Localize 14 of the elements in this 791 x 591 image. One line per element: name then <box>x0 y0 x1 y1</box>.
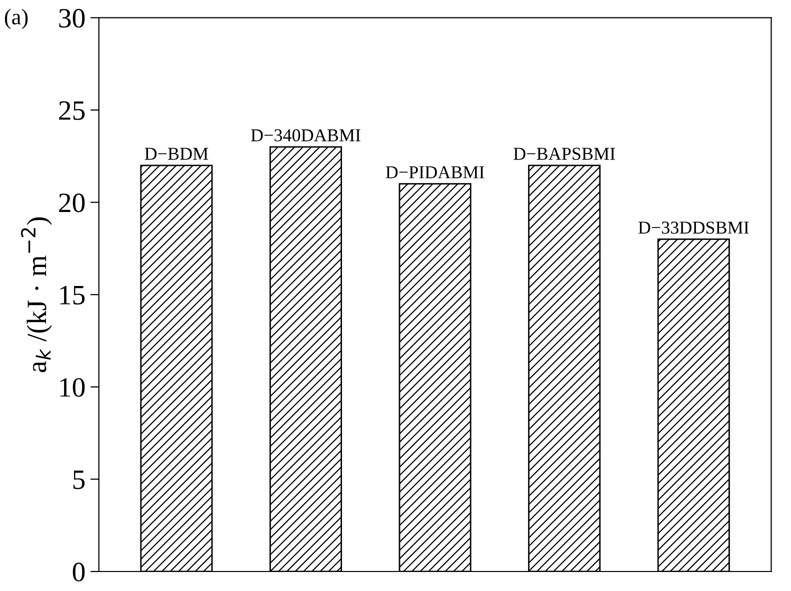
x-tick-label: D−33DDSBMI <box>638 222 749 234</box>
y-tick-label: 0 <box>72 562 85 582</box>
chart-title: (a) <box>4 8 28 30</box>
y-tick-label: 25 <box>59 101 85 120</box>
y-tick-label: 15 <box>60 286 85 305</box>
y-tick-label: 10 <box>60 378 85 397</box>
x-tick-label: D−PIDABMI <box>386 166 484 178</box>
x-tick-label: D−BAPSBMI <box>514 148 615 160</box>
x-tick-label: D−BDM <box>144 148 208 160</box>
y-tick-label: 30 <box>59 8 85 28</box>
y-axis-title: a$_{k}$ /(kJ · m$^{−2}$) <box>20 217 52 372</box>
y-tick-label: 5 <box>73 470 85 490</box>
x-tick-label: D−340DABMI <box>251 129 360 142</box>
y-tick-label: 20 <box>59 193 85 212</box>
